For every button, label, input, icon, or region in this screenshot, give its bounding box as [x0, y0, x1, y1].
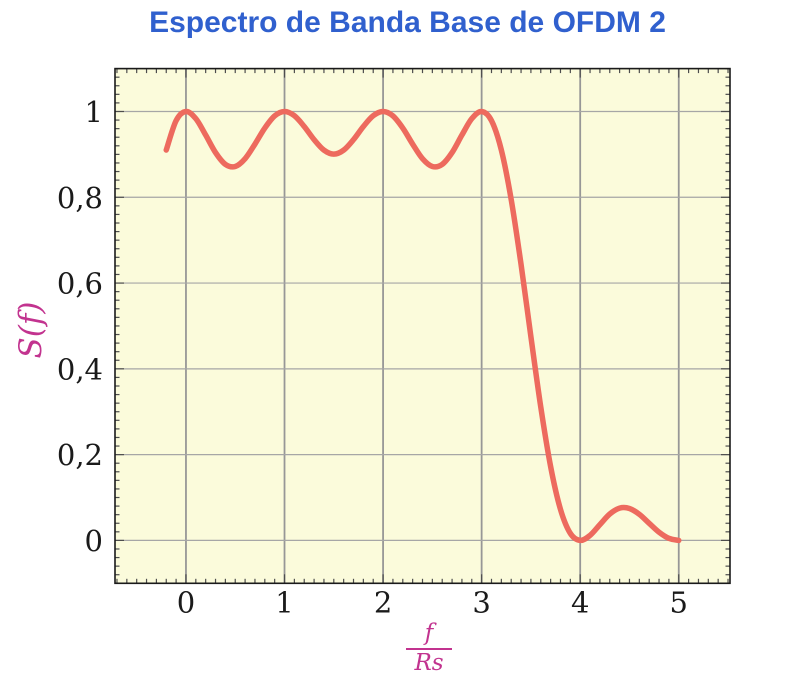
x-axis-label-denominator: Rs [414, 650, 444, 676]
x-axis-label: f Rs [369, 621, 489, 676]
x-axis-label-numerator: f [424, 620, 434, 646]
plot-background [115, 68, 730, 584]
y-tick-label: 0,4 [57, 352, 103, 386]
fraction-bar [406, 648, 452, 650]
x-tick-label: 0 [177, 585, 195, 619]
chart-title: Espectro de Banda Base de OFDM 2 [149, 6, 666, 39]
x-tick-label: 4 [571, 585, 589, 619]
x-tick-label: 1 [275, 585, 293, 619]
y-tick-label: 0,6 [57, 267, 103, 301]
y-tick-label: 1 [85, 95, 103, 129]
x-tick-label: 2 [374, 585, 392, 619]
plot-frame [114, 67, 731, 585]
series-curve [163, 108, 682, 544]
y-axis-label: S(f) [13, 301, 49, 359]
y-tick-label: 0,8 [57, 181, 103, 215]
y-tick-label: 0 [85, 524, 103, 558]
y-tick-label: 0,2 [57, 438, 103, 472]
x-tick-label: 5 [670, 585, 688, 619]
x-tick-label: 3 [472, 585, 490, 619]
